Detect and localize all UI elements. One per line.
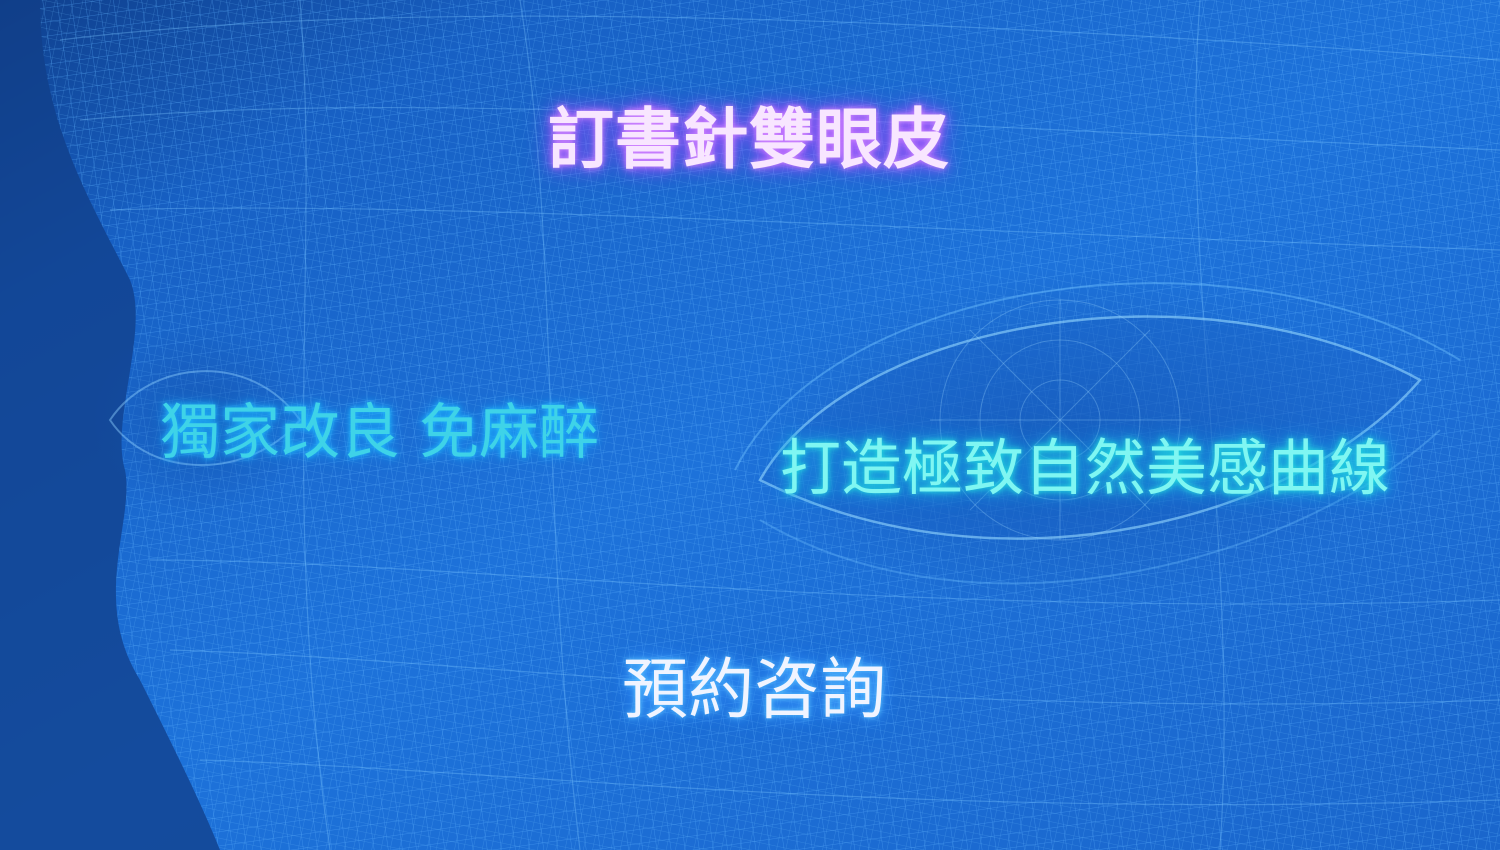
feature-tagline-left: 獨家改良 免麻醉 bbox=[160, 398, 600, 468]
book-consultation-button[interactable]: 預約咨詢 bbox=[622, 651, 886, 728]
headline: 訂書針雙眼皮 bbox=[548, 100, 950, 178]
feature-tagline-right: 打造極致自然美感曲線 bbox=[780, 433, 1391, 504]
